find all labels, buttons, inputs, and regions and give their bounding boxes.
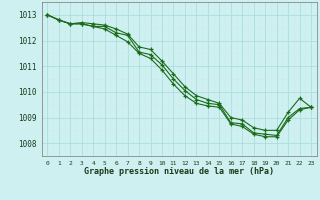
X-axis label: Graphe pression niveau de la mer (hPa): Graphe pression niveau de la mer (hPa) (84, 167, 274, 176)
